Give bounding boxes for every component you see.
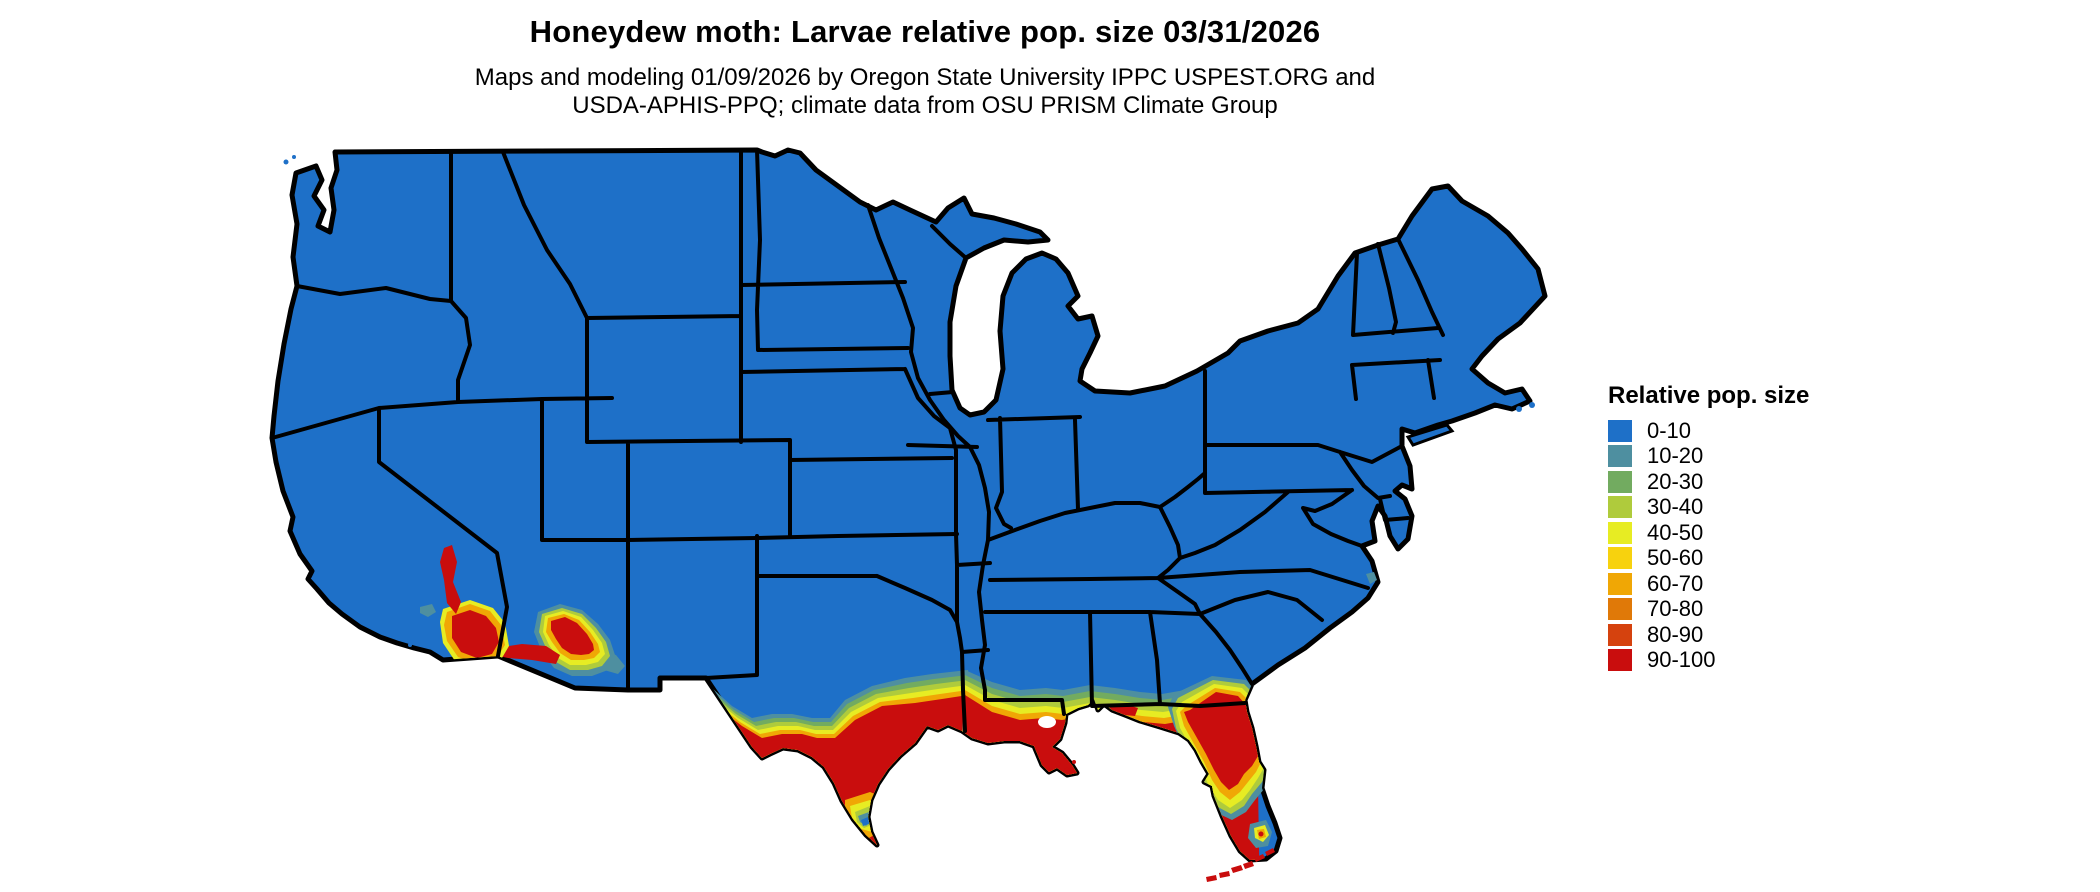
nantucket-island xyxy=(1516,406,1522,412)
legend-swatch-80-90 xyxy=(1608,623,1632,646)
legend-label-60-70: 60-70 xyxy=(1647,570,1704,596)
lake-pontchartrain xyxy=(1038,716,1056,728)
long-island xyxy=(1405,423,1455,447)
legend-row: 80-90 xyxy=(1608,621,1809,647)
legend-swatch-50-60 xyxy=(1608,547,1632,570)
mississippi-delta-specks xyxy=(1055,760,1076,773)
islands xyxy=(283,155,1535,882)
florida-keys xyxy=(1206,848,1275,882)
us-landmass xyxy=(269,147,1548,863)
state-border-lines-new-england xyxy=(1350,237,1445,401)
texas-tip-core-blue xyxy=(861,817,869,826)
subtitle-line-2: USDA-APHIS-PPQ; climate data from OSU PR… xyxy=(572,92,1278,119)
legend-label-70-80: 70-80 xyxy=(1647,596,1704,622)
legend-title: Relative pop. size xyxy=(1608,382,1810,409)
legend-swatch-60-70 xyxy=(1608,572,1632,595)
legend-swatch-10-20 xyxy=(1608,445,1632,468)
legend-row: 20-30 xyxy=(1608,468,1809,494)
legend-swatch-70-80 xyxy=(1608,598,1632,621)
heat-zone-arizona xyxy=(494,604,625,676)
la-basin-teal-spot xyxy=(420,604,436,617)
page-subtitle: Maps and modeling 01/09/2026 by Oregon S… xyxy=(0,64,1850,120)
heat-zone-florida xyxy=(1168,676,1273,848)
puget-sound-islands xyxy=(283,155,296,165)
legend-swatch-40-50 xyxy=(1608,521,1632,544)
legend-row: 90-100 xyxy=(1608,647,1809,673)
imperial-core-red xyxy=(452,610,499,658)
legend-row: 30-40 xyxy=(1608,494,1809,520)
legend-row: 40-50 xyxy=(1608,519,1809,545)
colorado-river-red-strip xyxy=(440,545,461,614)
florida-core-90-100 xyxy=(1184,692,1258,790)
legend-swatch-0-10 xyxy=(1608,419,1632,442)
legend-swatch-90-100 xyxy=(1608,649,1632,672)
header: Honeydew moth: Larvae relative pop. size… xyxy=(0,14,1850,120)
legend-label-0-10: 0-10 xyxy=(1647,417,1692,443)
legend-label-50-60: 50-60 xyxy=(1647,545,1704,571)
legend-label-90-100: 90-100 xyxy=(1647,647,1716,673)
legend-row: 0-10 xyxy=(1608,417,1809,443)
state-border-lines-south xyxy=(983,576,1324,708)
miami-spot-red xyxy=(1258,831,1264,837)
legend-label-80-90: 80-90 xyxy=(1647,621,1704,647)
legend-label-20-30: 20-30 xyxy=(1647,468,1704,494)
yuma-red-strip xyxy=(494,644,560,664)
state-border-lines-plains xyxy=(626,148,992,733)
legend-label-10-20: 10-20 xyxy=(1647,443,1704,469)
legend-row: 70-80 xyxy=(1608,596,1809,622)
channel-islands xyxy=(382,621,412,647)
legend-label-40-50: 40-50 xyxy=(1647,519,1704,545)
legend-row: 10-20 xyxy=(1608,443,1809,469)
heat-zone-southern-california xyxy=(420,545,509,668)
subtitle-line-1: Maps and modeling 01/09/2026 by Oregon S… xyxy=(474,64,1376,91)
marthas-vineyard-island xyxy=(1529,402,1535,408)
legend-row: 50-60 xyxy=(1608,545,1809,571)
legend-swatch-20-30 xyxy=(1608,470,1632,493)
legend-row: 60-70 xyxy=(1608,570,1809,596)
legend: Relative pop. size 0-10 10-20 20-30 30-4… xyxy=(1602,382,1809,674)
state-border-lines-east xyxy=(1156,369,1410,590)
page-title: Honeydew moth: Larvae relative pop. size… xyxy=(529,14,1321,49)
carolina-coast-teal-spot xyxy=(1366,572,1377,584)
arizona-core-90-100 xyxy=(551,617,594,655)
state-borders xyxy=(270,148,1445,733)
legend-swatch-30-40 xyxy=(1608,496,1632,519)
legend-label-30-40: 30-40 xyxy=(1647,494,1704,520)
state-border-lines-midwest xyxy=(866,203,1207,716)
